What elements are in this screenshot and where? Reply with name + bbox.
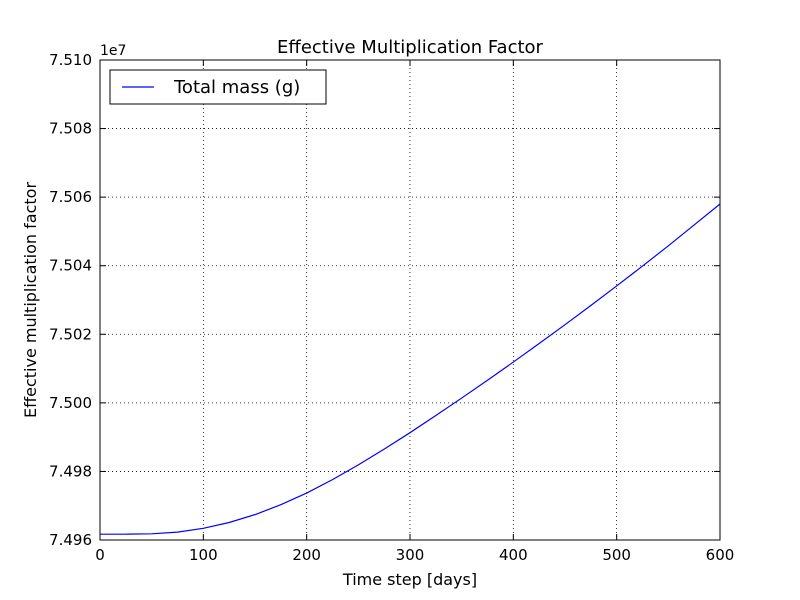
y-axis-label: Effective multiplication factor xyxy=(21,182,40,418)
y-tick-label: 7.500 xyxy=(49,394,92,412)
y-tick-label: 7.502 xyxy=(49,325,92,343)
y-tick-label: 7.508 xyxy=(49,120,92,138)
y-tick-label: 7.510 xyxy=(49,51,92,69)
chart-title: Effective Multiplication Factor xyxy=(277,37,544,58)
y-tick-label: 7.504 xyxy=(49,257,92,275)
x-tick-label: 300 xyxy=(396,546,425,564)
series-layer xyxy=(100,203,721,535)
x-tick-label: 0 xyxy=(95,546,105,564)
x-tick-label: 500 xyxy=(602,546,631,564)
y-tick-label: 7.498 xyxy=(49,462,92,480)
y-offset-label: 1e7 xyxy=(100,43,126,59)
x-axis-label: Time step [days] xyxy=(342,570,477,589)
legend-label-total-mass: Total mass (g) xyxy=(173,77,300,98)
x-tick-label: 100 xyxy=(189,546,218,564)
y-tick-label: 7.496 xyxy=(49,531,92,549)
y-tick-label: 7.506 xyxy=(49,188,92,206)
x-tick-label: 400 xyxy=(499,546,528,564)
legend: Total mass (g) xyxy=(109,69,327,105)
x-tick-label: 600 xyxy=(706,546,735,564)
series-line-total-mass xyxy=(100,203,721,535)
tick-labels: 0 100 200 300 400 500 600 7.496 7.498 7.500 7.502 7… xyxy=(49,51,734,564)
x-tick-label: 200 xyxy=(292,546,321,564)
ticks xyxy=(99,59,721,541)
